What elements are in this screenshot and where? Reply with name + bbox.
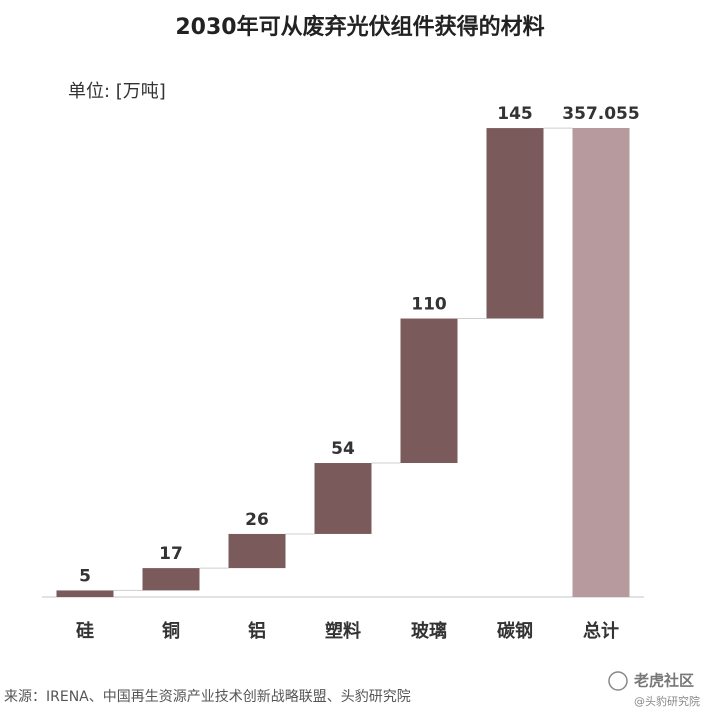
x-tick-label: 碳钢 — [497, 620, 533, 642]
bar — [486, 128, 544, 319]
x-tick-label: 塑料 — [325, 620, 361, 642]
watermark: 老虎社区 — [633, 672, 694, 690]
unit-label: 单位: [万吨] — [68, 81, 166, 102]
x-tick-label: 硅 — [76, 620, 94, 642]
watermark: @头豹研究院 — [634, 694, 700, 708]
x-tick-label: 铝 — [248, 620, 266, 642]
source: 来源：IRENA、中国再生资源产业技术创新战略联盟、头豹研究院 — [4, 689, 411, 705]
chart-title: 2030年可从废弃光伏组件获得的材料 — [175, 14, 544, 40]
value-label: 5 — [79, 566, 91, 586]
value-label: 26 — [245, 510, 269, 530]
bar — [400, 318, 458, 464]
bar — [314, 463, 372, 534]
value-label: 54 — [331, 439, 355, 459]
value-label: 357.055 — [562, 104, 639, 124]
value-label: 110 — [411, 295, 447, 315]
x-tick-label: 玻璃 — [411, 620, 447, 642]
x-tick-label: 铜 — [162, 620, 180, 642]
bar — [142, 568, 200, 591]
value-label: 17 — [159, 544, 183, 564]
x-tick-label: 总计 — [583, 620, 619, 642]
total-bar — [572, 128, 630, 597]
watermark-icon — [608, 671, 628, 691]
bar — [56, 590, 114, 597]
bar — [228, 533, 286, 569]
value-label: 145 — [497, 104, 533, 124]
